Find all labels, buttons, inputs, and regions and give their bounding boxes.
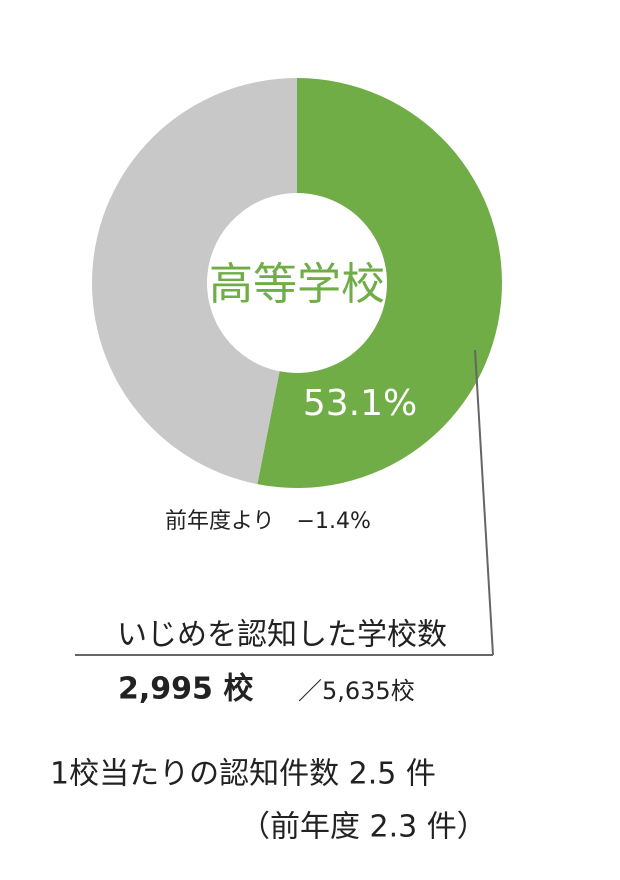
previous: （前年度 2.3 件） [240, 810, 487, 845]
chart-title: 高等学校 [209, 259, 385, 310]
slice [91, 78, 297, 485]
leader-line [474, 349, 494, 656]
slice [257, 78, 502, 488]
count: 2,995 校 [118, 672, 253, 707]
heading: いじめを認知した学校数 [117, 618, 447, 653]
donut [91, 78, 502, 488]
per-school: 1校当たりの認知件数 2.5 件 [50, 757, 436, 792]
total: ／5,635校 [298, 677, 415, 705]
value-label: 53.1% [303, 383, 417, 424]
change-text: 前年度より −1.4% [165, 509, 371, 534]
